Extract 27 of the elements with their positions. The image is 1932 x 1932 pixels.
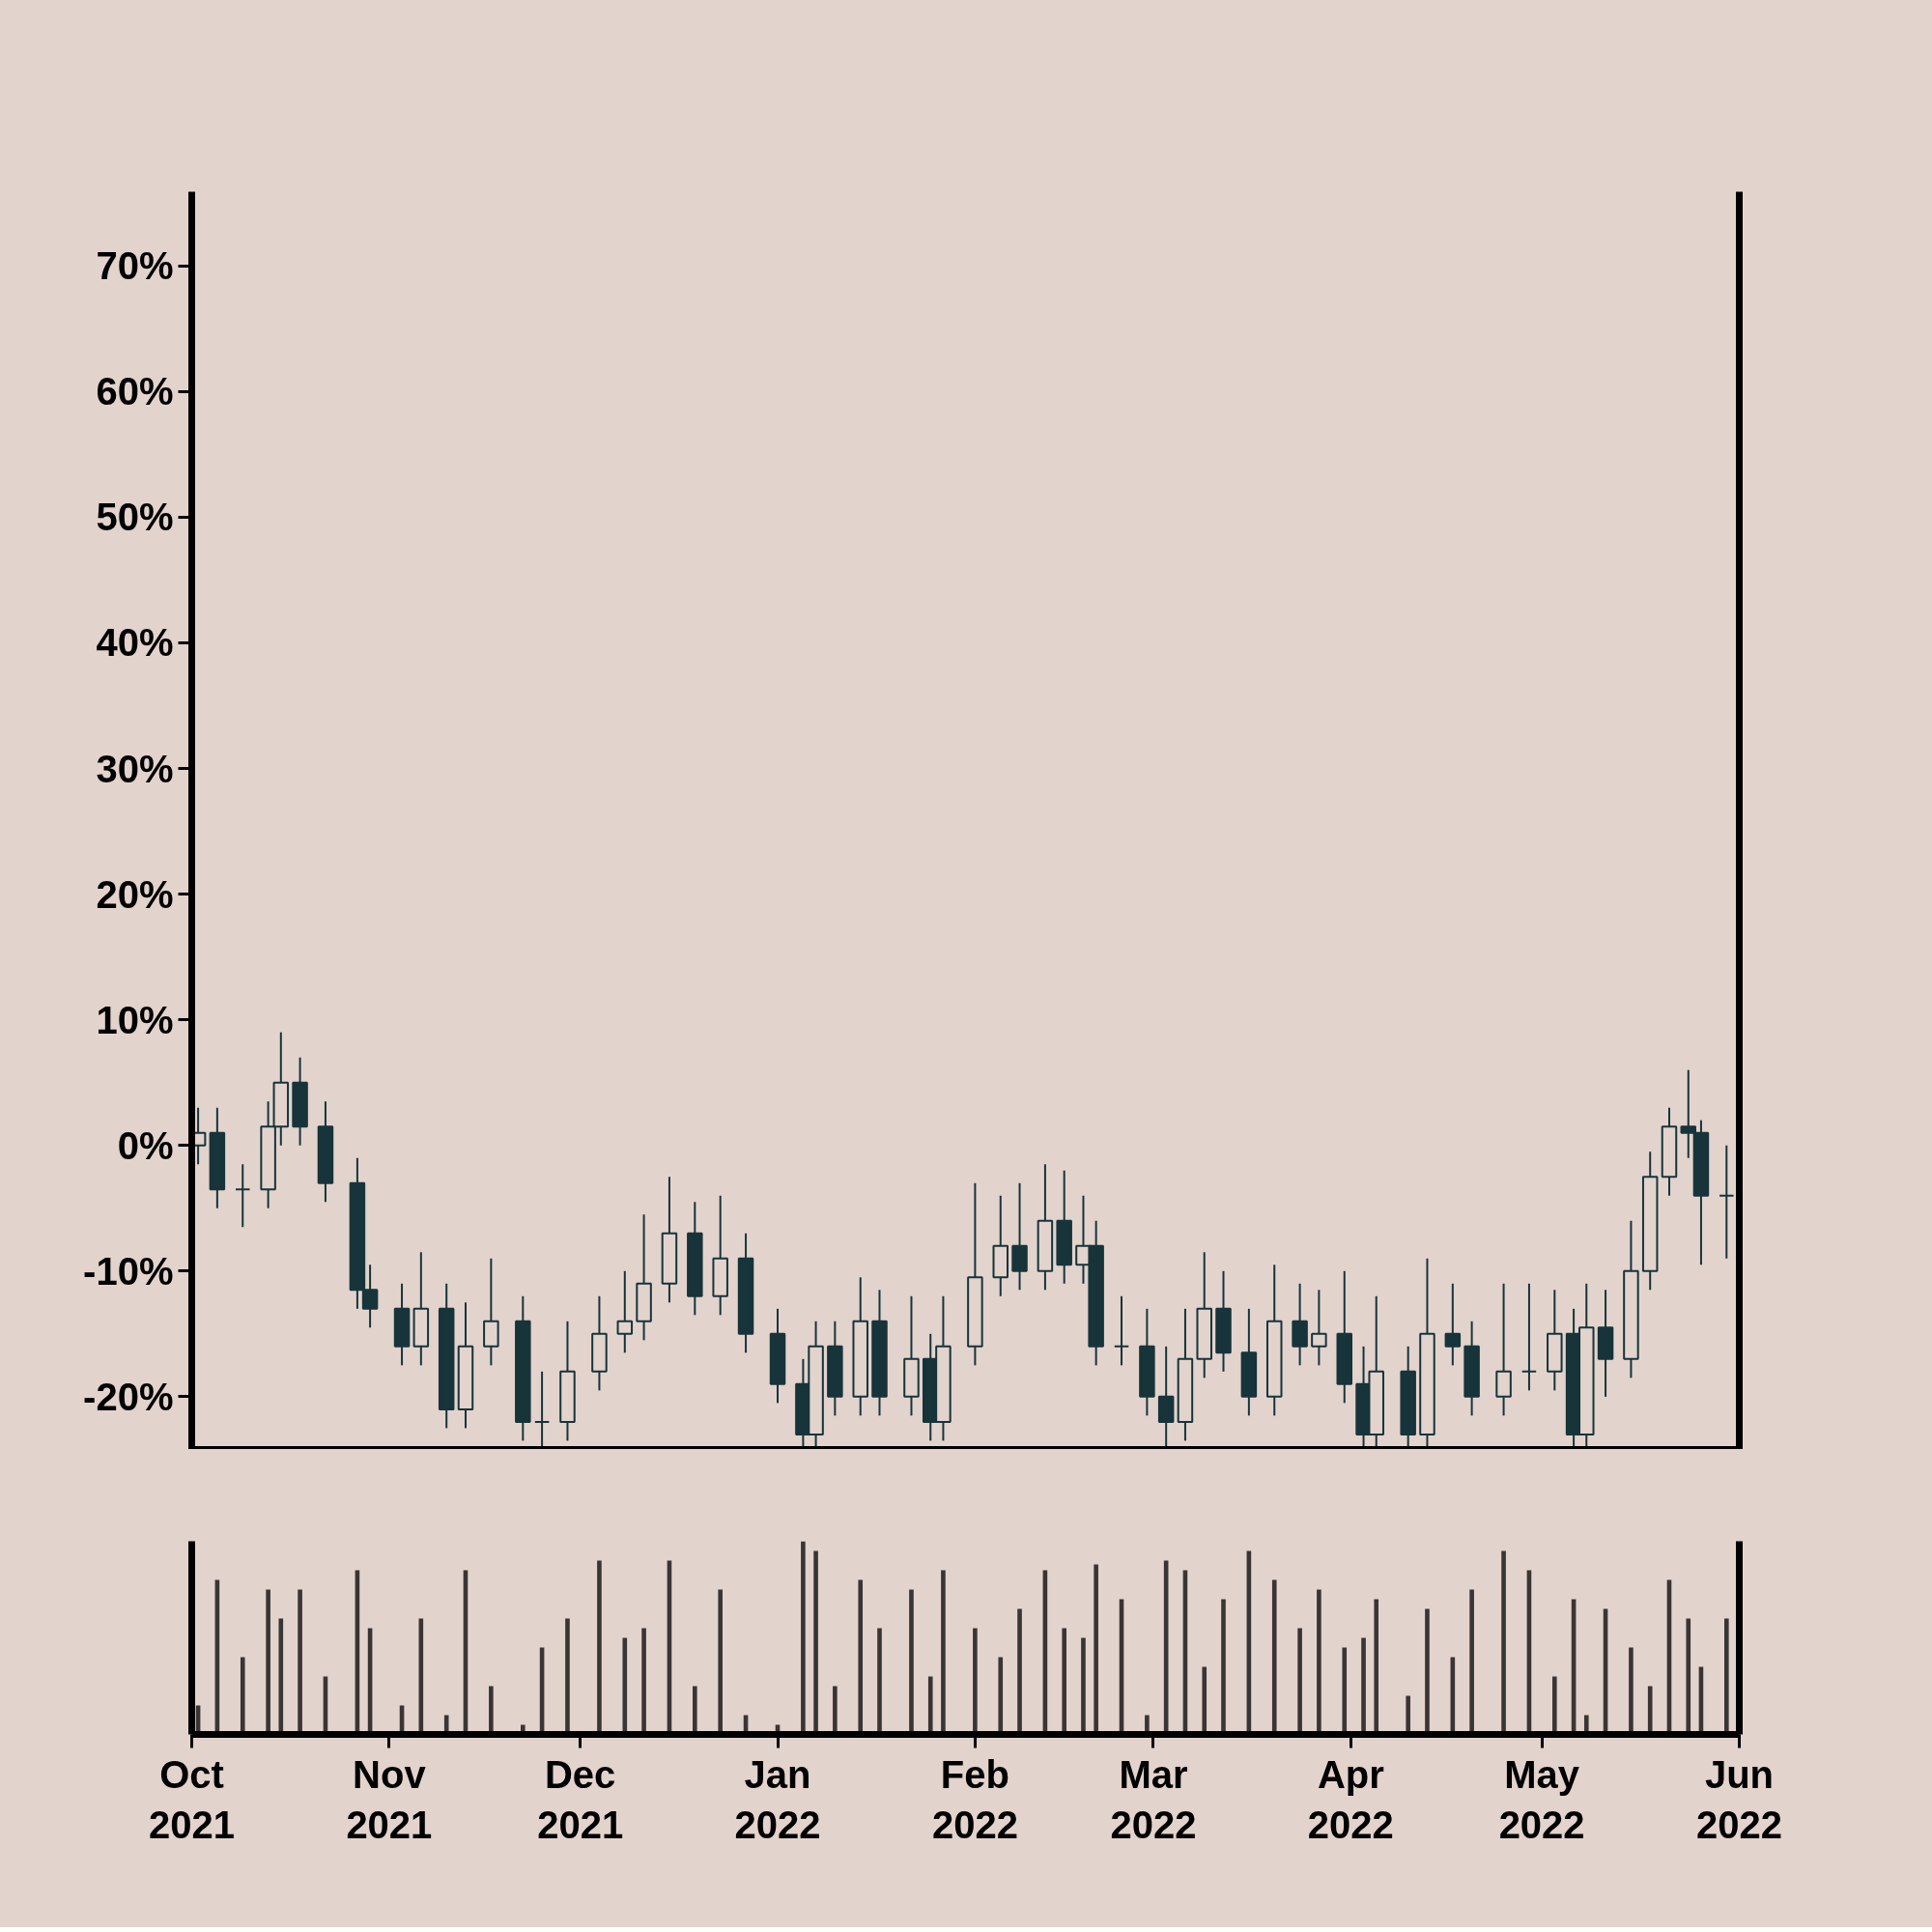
candlestick xyxy=(1520,1282,1538,1392)
candlestick xyxy=(1719,1144,1735,1260)
candlestick xyxy=(1113,1294,1130,1367)
y-tick-label: 50% xyxy=(96,496,174,539)
y-tick-label: 70% xyxy=(96,244,174,288)
y-tick-label: 10% xyxy=(96,998,174,1041)
x-tick-label: Jan 2022 xyxy=(734,1752,821,1847)
y-tick-label: 20% xyxy=(96,872,174,916)
candlestick xyxy=(234,1163,251,1229)
x-tick-label: Oct 2021 xyxy=(149,1752,235,1847)
x-tick-label: Dec 2021 xyxy=(537,1752,624,1847)
x-tick-label: May 2022 xyxy=(1498,1752,1585,1847)
x-tick-label: Feb 2022 xyxy=(931,1752,1018,1847)
y-tick-label: -10% xyxy=(83,1249,174,1293)
x-tick-label: Mar 2022 xyxy=(1110,1752,1197,1847)
candlestick xyxy=(616,1269,634,1354)
x-tick-label: Nov 2021 xyxy=(346,1752,433,1847)
x-tick-label: Apr 2022 xyxy=(1307,1752,1394,1847)
candlestick xyxy=(533,1370,551,1448)
candlestick xyxy=(1311,1289,1327,1367)
y-tick-label: 40% xyxy=(96,621,174,665)
y-tick-label: -20% xyxy=(83,1375,174,1418)
y-tick-label: 30% xyxy=(96,747,174,790)
y-tick-label: 0% xyxy=(117,1123,174,1167)
x-tick-label: Jun 2022 xyxy=(1696,1752,1782,1847)
candlestick xyxy=(1444,1282,1462,1367)
y-tick-label: 60% xyxy=(96,370,174,413)
